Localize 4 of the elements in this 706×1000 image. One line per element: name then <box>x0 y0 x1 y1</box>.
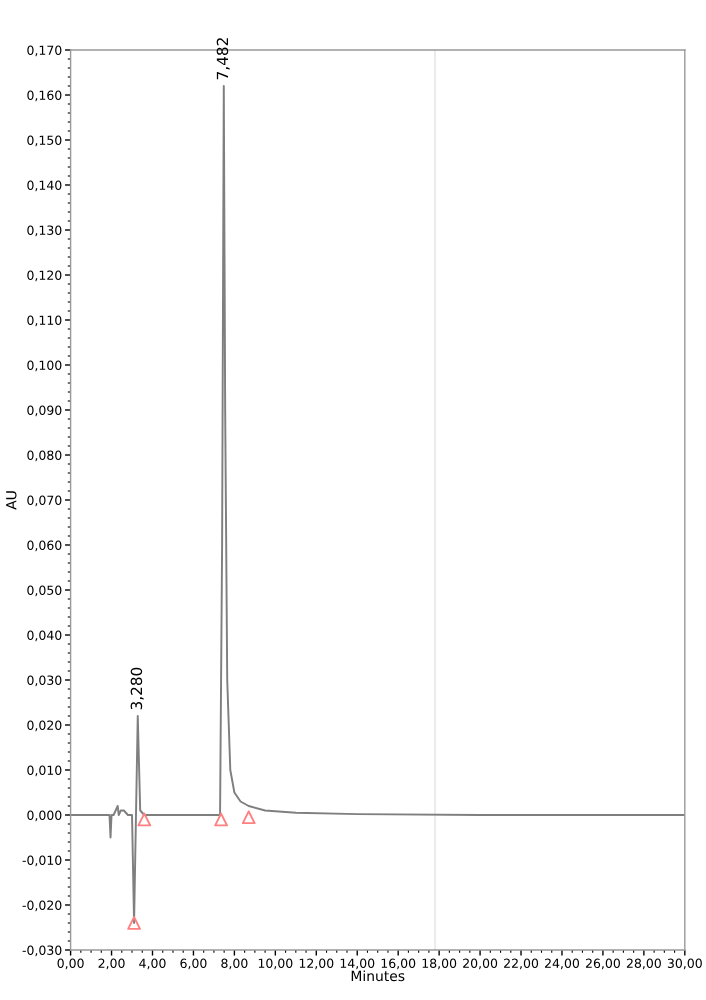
point <box>137 812 152 827</box>
point <box>241 810 256 825</box>
point <box>127 916 141 930</box>
point <box>214 812 228 827</box>
